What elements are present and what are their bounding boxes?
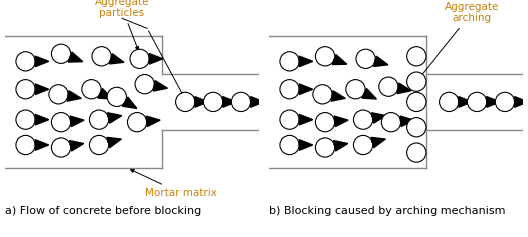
Polygon shape <box>362 88 376 99</box>
Circle shape <box>407 47 426 66</box>
Circle shape <box>346 80 365 99</box>
Circle shape <box>440 92 459 112</box>
Polygon shape <box>108 113 122 123</box>
Circle shape <box>107 87 126 106</box>
Circle shape <box>51 113 71 132</box>
Polygon shape <box>299 114 313 125</box>
Circle shape <box>407 72 426 91</box>
Polygon shape <box>331 91 345 101</box>
Polygon shape <box>515 97 528 107</box>
Polygon shape <box>459 97 473 107</box>
Text: a) Flow of concrete before blocking: a) Flow of concrete before blocking <box>5 206 202 216</box>
Circle shape <box>89 110 109 129</box>
Polygon shape <box>149 54 163 64</box>
Circle shape <box>49 85 68 104</box>
Polygon shape <box>223 97 236 107</box>
Polygon shape <box>35 114 49 125</box>
Circle shape <box>467 92 487 112</box>
Circle shape <box>315 138 335 157</box>
Circle shape <box>315 113 335 132</box>
Circle shape <box>16 52 35 71</box>
Polygon shape <box>371 137 385 148</box>
Circle shape <box>353 135 373 155</box>
Circle shape <box>203 92 223 112</box>
Polygon shape <box>299 84 313 95</box>
Polygon shape <box>299 56 313 67</box>
Circle shape <box>313 85 332 104</box>
Polygon shape <box>68 52 83 62</box>
Polygon shape <box>299 140 313 150</box>
Polygon shape <box>251 97 264 107</box>
Polygon shape <box>487 97 500 107</box>
Circle shape <box>280 110 299 129</box>
Polygon shape <box>35 56 49 67</box>
Circle shape <box>315 47 335 66</box>
Polygon shape <box>122 97 137 108</box>
Polygon shape <box>35 140 49 150</box>
Text: Aggregate
arching: Aggregate arching <box>419 2 499 79</box>
Polygon shape <box>70 141 84 151</box>
Circle shape <box>407 92 426 112</box>
Circle shape <box>135 75 154 94</box>
Circle shape <box>130 49 149 68</box>
Polygon shape <box>334 141 348 151</box>
Circle shape <box>407 118 426 137</box>
Text: Mortar matrix: Mortar matrix <box>130 169 216 198</box>
Circle shape <box>379 77 398 96</box>
Circle shape <box>353 110 373 129</box>
Polygon shape <box>107 137 121 148</box>
Circle shape <box>280 80 299 99</box>
Circle shape <box>16 80 35 99</box>
Circle shape <box>231 92 251 112</box>
Polygon shape <box>332 55 347 64</box>
Polygon shape <box>146 116 160 127</box>
Polygon shape <box>400 116 414 127</box>
Polygon shape <box>397 83 411 94</box>
Circle shape <box>92 47 111 66</box>
Circle shape <box>356 49 375 68</box>
Circle shape <box>16 110 35 129</box>
Polygon shape <box>373 56 388 66</box>
Circle shape <box>82 80 101 99</box>
Circle shape <box>127 113 147 132</box>
Polygon shape <box>98 88 112 99</box>
Circle shape <box>280 52 299 71</box>
Circle shape <box>51 138 71 157</box>
Polygon shape <box>195 97 209 107</box>
Text: b) Blocking caused by arching mechanism: b) Blocking caused by arching mechanism <box>269 206 506 216</box>
Polygon shape <box>372 113 386 123</box>
Circle shape <box>280 135 299 155</box>
Circle shape <box>407 143 426 162</box>
Circle shape <box>16 135 35 155</box>
Polygon shape <box>35 84 49 95</box>
Polygon shape <box>70 116 84 127</box>
Circle shape <box>495 92 515 112</box>
Polygon shape <box>109 54 124 64</box>
Circle shape <box>176 92 195 112</box>
Circle shape <box>381 113 401 132</box>
Circle shape <box>51 44 71 63</box>
Polygon shape <box>334 116 348 127</box>
Text: Aggregate
particles: Aggregate particles <box>95 0 149 50</box>
Circle shape <box>89 135 109 155</box>
Polygon shape <box>153 81 167 91</box>
Polygon shape <box>67 91 81 101</box>
